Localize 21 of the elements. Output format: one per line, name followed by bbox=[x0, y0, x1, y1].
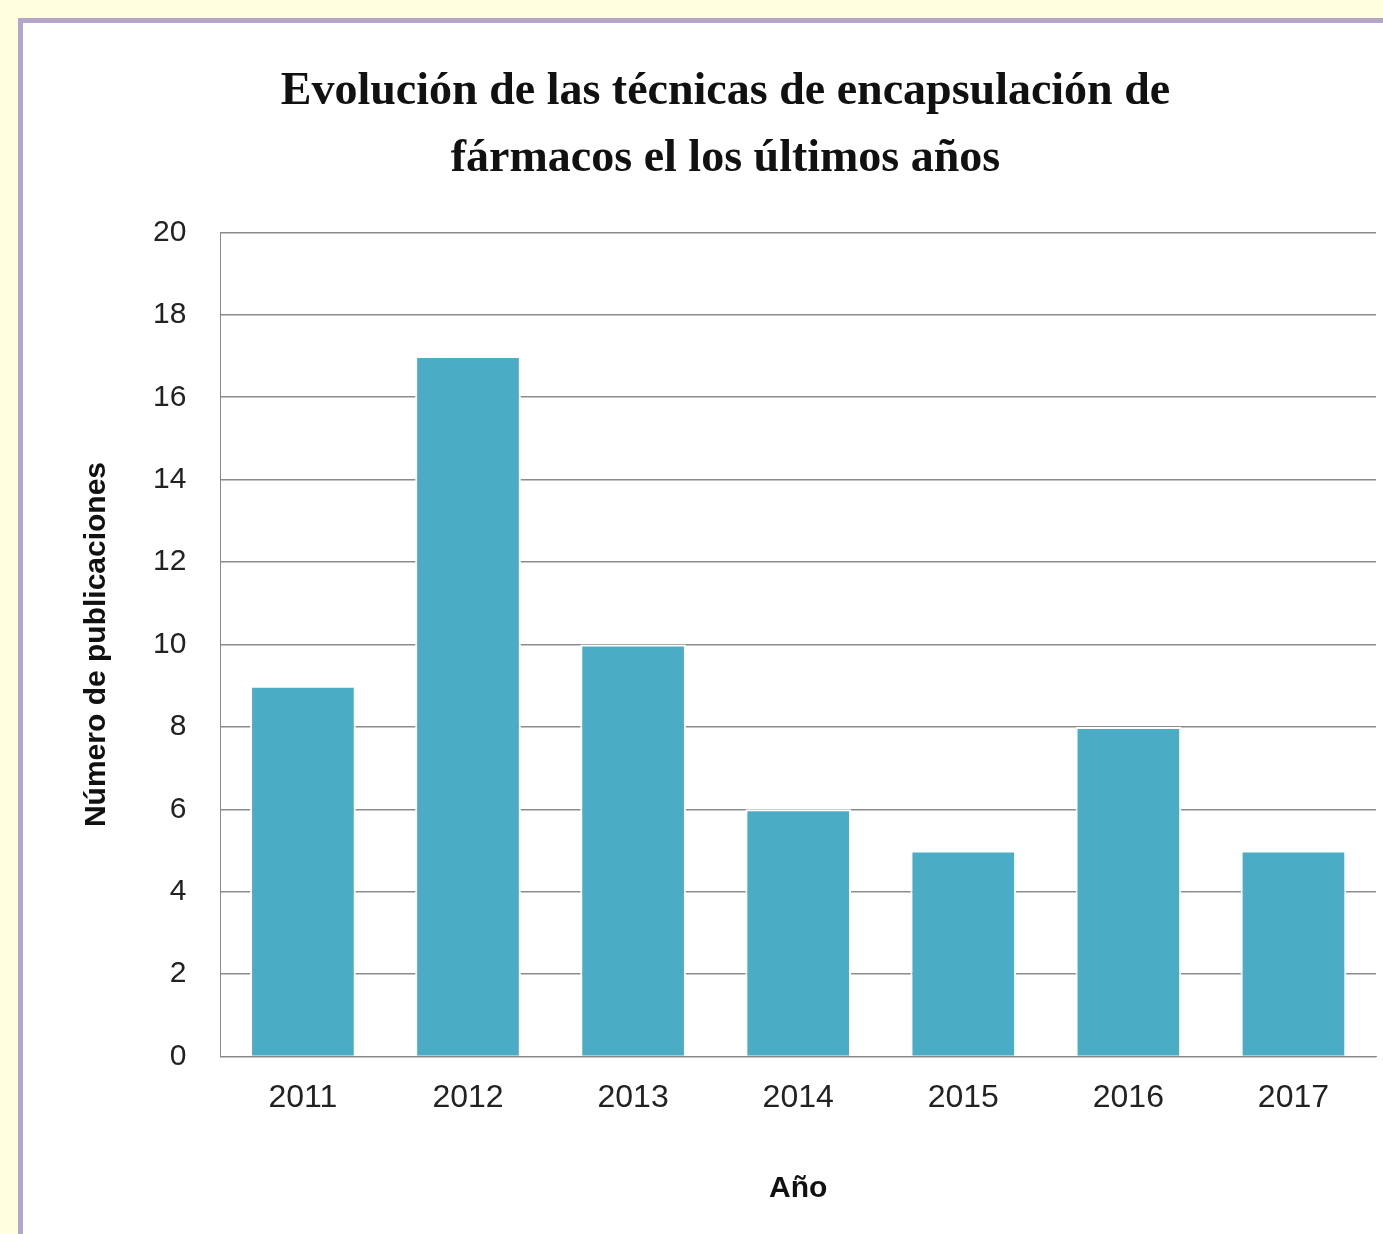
x-tick-label: 2012 bbox=[432, 1077, 504, 1114]
y-tick-label: 6 bbox=[169, 790, 187, 824]
y-tick-label: 4 bbox=[169, 873, 187, 907]
y-tick-label: 12 bbox=[152, 543, 187, 577]
x-axis-title: Año bbox=[769, 1170, 828, 1204]
y-tick-label: 10 bbox=[152, 625, 187, 659]
x-tick-label: 2013 bbox=[597, 1077, 669, 1114]
y-tick-label: 14 bbox=[152, 460, 187, 494]
y-tick-label: 2 bbox=[169, 955, 187, 989]
y-axis-title: Número de publicaciones bbox=[78, 461, 112, 828]
x-tick-label: 2015 bbox=[927, 1077, 999, 1114]
x-tick-label: 2011 bbox=[268, 1077, 338, 1114]
y-tick-label: 20 bbox=[152, 213, 187, 247]
x-tick-label: 2014 bbox=[762, 1077, 834, 1114]
y-tick-label: 16 bbox=[152, 378, 187, 412]
x-tick-label: 2017 bbox=[1257, 1077, 1330, 1114]
chart-title: Evolución de las técnicas de encapsulación de fármacos el los últimos años bbox=[280, 63, 1171, 181]
y-tick-label: 8 bbox=[169, 708, 187, 742]
y-tick-label: 0 bbox=[169, 1037, 187, 1071]
x-tick-label: 2016 bbox=[1092, 1077, 1164, 1114]
y-tick-label: 18 bbox=[152, 296, 187, 330]
